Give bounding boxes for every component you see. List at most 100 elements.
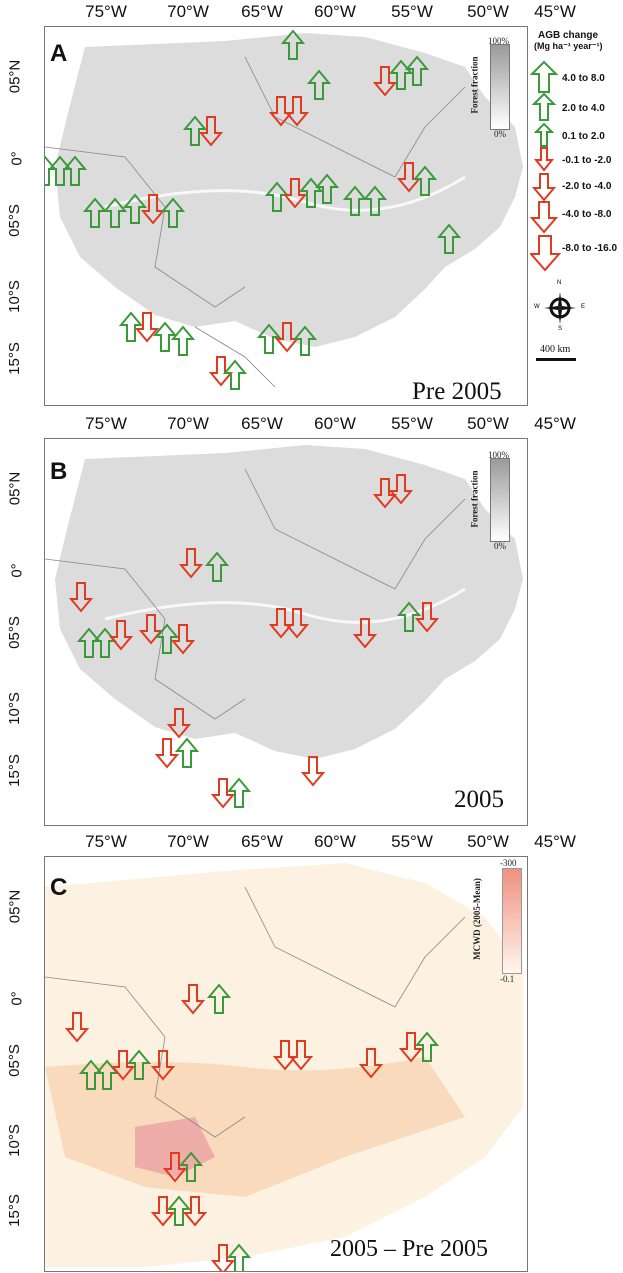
x-label: 65°W [241,414,283,433]
loss-arrow [274,322,300,353]
loss-arrow [198,116,224,147]
x-label: 75°W [85,2,127,21]
gain-arrow [226,1243,252,1271]
gain-arrow [314,173,340,204]
compass-s: S [558,326,563,332]
gain-arrow [264,181,290,212]
gain-arrow [94,1059,120,1090]
loss-arrow [272,1040,298,1071]
gain-arrow [178,1151,204,1182]
gain-arrow [118,311,144,342]
gain-arrow [62,155,88,186]
compass-icon: N S W E [534,280,585,332]
panel-c: 75°W 70°W 65°W 60°W 55°W 50°W 45°W 05°N … [0,830,623,1273]
gain-arrow [404,55,430,86]
gain-arrow [206,983,232,1014]
mcwd-max-label: -300 [500,858,517,868]
arrow-layer [64,983,440,1271]
ff-max-label: 100% [488,36,509,46]
panel-caption: Pre 2005 [412,378,502,405]
x-label: 45°W [534,832,576,851]
border-line [244,56,466,178]
mcwd-peak-zone [135,1117,215,1177]
loss-arrow [170,624,196,655]
legend-label: -8.0 to -16.0 [562,243,618,254]
border-line [45,558,246,720]
legend-label: 2.0 to 4.0 [562,103,605,114]
arrow-layer [45,29,462,390]
arrow-up-icon [534,122,555,147]
compass-w: W [534,304,540,310]
loss-arrow [352,618,378,649]
loss-arrow [414,602,440,633]
mcwd-title: MCWD (2005-Mean) [471,878,482,960]
y-label: 15°S [5,342,23,375]
legend-subtitle: (Mg ha⁻¹ year⁻¹) [534,41,603,51]
map-svg [45,863,523,1271]
gain-arrow [126,1049,152,1080]
arrow-up-icon [532,92,557,121]
gain-arrow [226,777,252,808]
panel-letter: B [50,458,68,485]
x-label: 60°W [314,832,356,851]
gain-arrow [122,193,148,224]
y-label: 05°S [5,1044,23,1077]
panel-b: 75°W 70°W 65°W 60°W 55°W 50°W 45°W 05°N … [0,412,623,826]
loss-arrow [300,756,326,787]
gain-arrow [78,1059,104,1090]
loss-arrow [134,312,160,343]
gain-arrow [166,1195,192,1226]
forest-region [55,445,523,759]
x-label: 75°W [85,414,127,433]
map-svg [45,445,523,809]
gain-arrow [222,359,248,390]
arrow-down-icon [532,173,557,202]
gain-arrow [170,325,196,356]
loss-arrow [388,474,414,505]
loss-arrow [64,1012,90,1043]
arrow-down-icon [530,201,559,234]
x-label: 60°W [314,414,356,433]
loss-arrow [150,1196,176,1227]
gain-arrow [102,197,128,228]
panel-letter: C [50,874,68,901]
x-label: 50°W [467,832,509,851]
y-label: 0° [8,991,26,1006]
river [104,587,466,624]
gain-arrow [76,627,102,658]
gain-arrow [45,155,58,186]
x-label: 65°W [241,2,283,21]
gain-arrow [154,623,180,654]
loss-arrow [372,66,398,97]
x-label: 70°W [167,414,209,433]
river [104,175,466,212]
loss-arrow [108,620,134,651]
gain-arrow [204,551,230,582]
legend-label: -0.1 to -2.0 [562,155,612,166]
arrow-down-icon [534,147,555,172]
scale-label: 400 km [540,344,571,355]
map-panel-b [44,438,528,826]
x-axis-labels: 75°W 70°W 65°W 60°W 55°W 50°W 45°W [0,0,623,26]
legend-label: -2.0 to -4.0 [562,181,612,192]
arrow-down-icon [530,235,562,272]
x-label: 60°W [314,2,356,21]
mcwd-min-label: -0.1 [500,974,515,984]
loss-arrow [358,1048,384,1079]
arrow-up-icon [530,60,559,93]
loss-arrow [282,178,308,209]
gain-arrow [47,155,73,186]
legend-title: AGB change [538,30,599,41]
x-label: 50°W [467,2,509,21]
panel-caption: 2005 – Pre 2005 [330,1236,488,1262]
border-line [244,468,466,590]
y-label: 0° [8,151,26,166]
map-svg [45,29,523,390]
legend-label: -4.0 to -8.0 [562,209,612,220]
loss-arrow [284,608,310,639]
gain-arrow [256,323,282,354]
border-line [194,326,276,388]
ff-max-label: 100% [488,450,509,460]
compass-n: N [557,280,562,286]
legend-item: -8.0 to -16.0 [530,234,623,272]
